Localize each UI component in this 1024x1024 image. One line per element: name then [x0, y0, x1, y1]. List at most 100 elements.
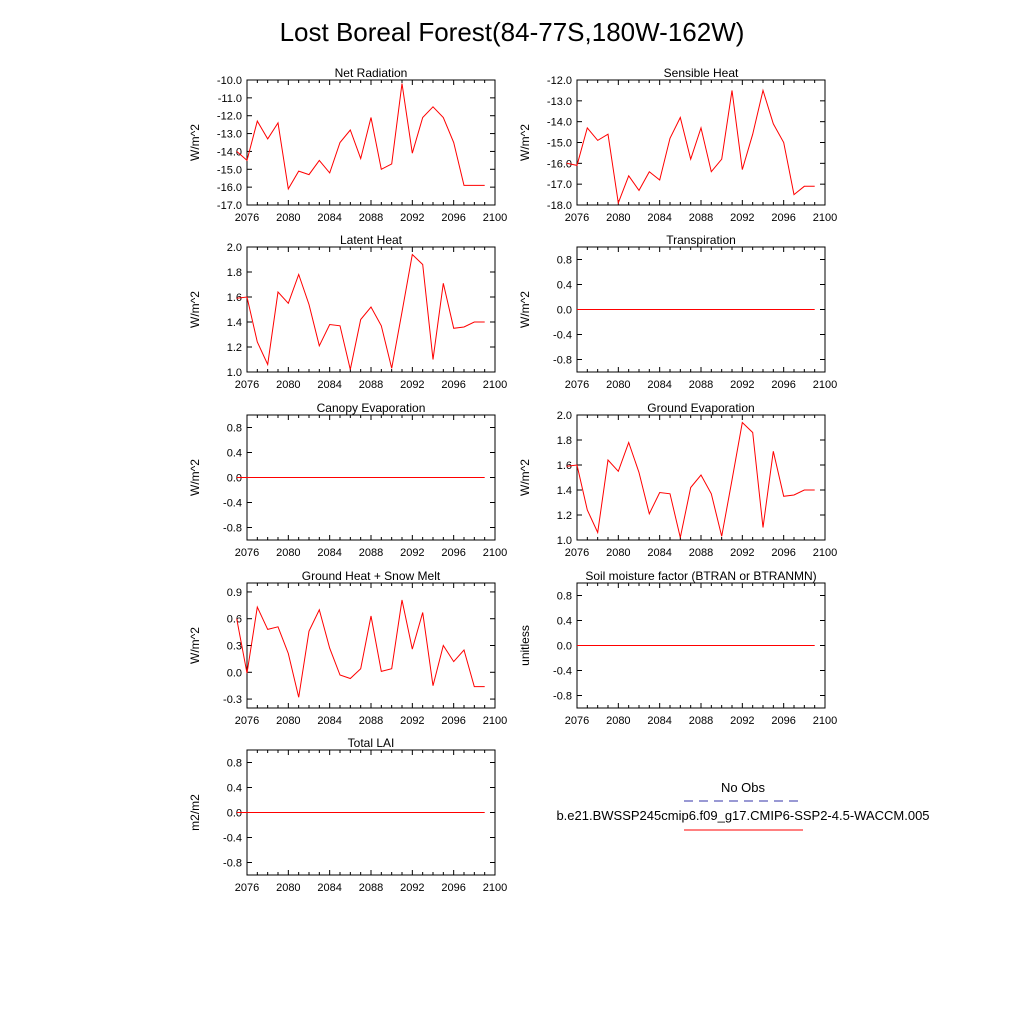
x-tick-label: 2100 — [483, 379, 507, 391]
x-tick-label: 2100 — [813, 715, 837, 727]
x-tick-label: 2084 — [317, 547, 341, 559]
y-axis-label: unitless — [518, 625, 532, 666]
x-tick-label: 2080 — [276, 882, 300, 894]
x-tick-label: 2088 — [359, 212, 383, 224]
x-tick-label: 2080 — [276, 212, 300, 224]
y-tick-label: -14.0 — [217, 146, 242, 158]
x-tick-label: 2096 — [441, 715, 465, 727]
plot-frame — [246, 79, 496, 206]
y-tick-label: 1.8 — [557, 435, 572, 447]
y-tick-label: 2.0 — [557, 410, 572, 422]
panel-title: Total LAI — [348, 736, 395, 750]
y-tick-label: 0.0 — [557, 641, 572, 653]
series-line-model — [566, 88, 815, 205]
panel-transpiration: 2076 2080 2084 2088 2092 2096 2100 -0.8 -0.4 0.0 0… — [518, 233, 837, 391]
figure-title: Lost Boreal Forest(84-77S,180W-162W) — [280, 17, 745, 47]
y-tick-label: -0.3 — [223, 694, 242, 706]
panel-title: Canopy Evaporation — [317, 401, 426, 415]
y-tick-label: 0.0 — [227, 473, 242, 485]
y-tick-label: 0.8 — [557, 591, 572, 603]
legend-obs-label: No Obs — [721, 780, 766, 795]
x-tick-label: 2092 — [730, 715, 754, 727]
x-tick-label: 2084 — [647, 212, 671, 224]
y-tick-label: 0.4 — [557, 616, 572, 628]
y-tick-label: 0.0 — [227, 808, 242, 820]
x-tick-label: 2084 — [317, 379, 341, 391]
x-tick-label: 2076 — [235, 882, 259, 894]
y-tick-label: -0.4 — [553, 666, 572, 678]
x-tick-label: 2076 — [235, 715, 259, 727]
x-tick-label: 2096 — [771, 547, 795, 559]
y-tick-label: 0.8 — [557, 255, 572, 267]
series-line-model — [236, 83, 485, 191]
x-tick-label: 2096 — [441, 547, 465, 559]
y-tick-label: -11.0 — [218, 93, 242, 105]
series-line-model — [236, 599, 485, 698]
y-tick-label: -16.0 — [547, 158, 572, 170]
y-tick-label: 1.6 — [227, 292, 242, 304]
x-tick-label: 2096 — [441, 882, 465, 894]
panel-title: Ground Evaporation — [647, 401, 754, 415]
panel-canopy-evaporation: 2076 2080 2084 2088 2092 2096 2100 -0.8 -0.4 0.0 0… — [188, 401, 507, 559]
y-tick-label: 0.4 — [557, 280, 572, 292]
y-tick-label: -0.4 — [553, 330, 572, 342]
y-tick-label: -12.0 — [217, 111, 242, 123]
y-tick-label: 1.2 — [227, 342, 242, 354]
series-line-model — [236, 253, 485, 370]
x-tick-label: 2080 — [606, 212, 630, 224]
y-tick-label: 1.4 — [557, 485, 572, 497]
x-tick-label: 2100 — [813, 547, 837, 559]
x-tick-label: 2076 — [565, 715, 589, 727]
y-axis-label: W/m^2 — [188, 459, 202, 496]
x-tick-label: 2096 — [771, 715, 795, 727]
legend-model-label: b.e21.BWSSP245cmip6.f09_g17.CMIP6-SSP2-4… — [556, 808, 929, 823]
y-tick-label: -17.0 — [217, 200, 242, 212]
panel-title: Latent Heat — [340, 233, 403, 247]
x-tick-label: 2080 — [606, 379, 630, 391]
x-tick-label: 2100 — [813, 379, 837, 391]
y-tick-label: -15.0 — [217, 164, 242, 176]
y-axis-label: W/m^2 — [518, 291, 532, 328]
x-tick-label: 2092 — [730, 379, 754, 391]
y-tick-label: 0.0 — [557, 305, 572, 317]
y-axis-label: W/m^2 — [188, 627, 202, 664]
y-tick-label: -0.8 — [223, 523, 242, 535]
y-tick-label: 0.4 — [227, 783, 242, 795]
y-tick-label: -13.0 — [547, 96, 572, 108]
panels-group: 2076 2080 2084 2088 2092 2096 2100 -17.0 -16.0 -1… — [188, 66, 837, 894]
y-tick-label: -12.0 — [547, 75, 572, 87]
x-tick-label: 2092 — [400, 212, 424, 224]
y-tick-label: 0.4 — [227, 448, 242, 460]
y-tick-label: -0.4 — [223, 498, 242, 510]
plot-frame — [246, 246, 496, 373]
y-tick-label: 0.8 — [227, 423, 242, 435]
panel-title: Transpiration — [666, 233, 736, 247]
x-tick-label: 2088 — [689, 715, 713, 727]
x-tick-label: 2080 — [606, 547, 630, 559]
y-tick-label: 1.0 — [557, 535, 572, 547]
x-tick-label: 2096 — [441, 212, 465, 224]
y-tick-label: -0.8 — [223, 858, 242, 870]
y-tick-label: 0.9 — [227, 587, 242, 599]
y-tick-label: -13.0 — [217, 129, 242, 141]
y-tick-label: 2.0 — [227, 242, 242, 254]
y-tick-label: -17.0 — [547, 179, 572, 191]
panel-title: Net Radiation — [335, 66, 408, 80]
x-tick-label: 2088 — [689, 212, 713, 224]
y-tick-label: 1.6 — [557, 460, 572, 472]
x-tick-label: 2088 — [689, 379, 713, 391]
y-axis-label: W/m^2 — [188, 291, 202, 328]
x-tick-label: 2076 — [565, 379, 589, 391]
panel-soil-moisture-factor-btran-or-btranmn: 2076 2080 2084 2088 2092 2096 2100 -0.8 -0.4 0.0 0… — [518, 569, 837, 727]
y-tick-label: -18.0 — [547, 200, 572, 212]
x-tick-label: 2100 — [483, 212, 507, 224]
y-tick-label: -15.0 — [547, 138, 572, 150]
x-tick-label: 2076 — [235, 379, 259, 391]
x-tick-label: 2084 — [647, 379, 671, 391]
x-tick-label: 2076 — [235, 212, 259, 224]
x-tick-label: 2100 — [483, 715, 507, 727]
y-tick-label: 1.8 — [227, 267, 242, 279]
x-tick-label: 2080 — [606, 715, 630, 727]
x-tick-label: 2088 — [359, 882, 383, 894]
